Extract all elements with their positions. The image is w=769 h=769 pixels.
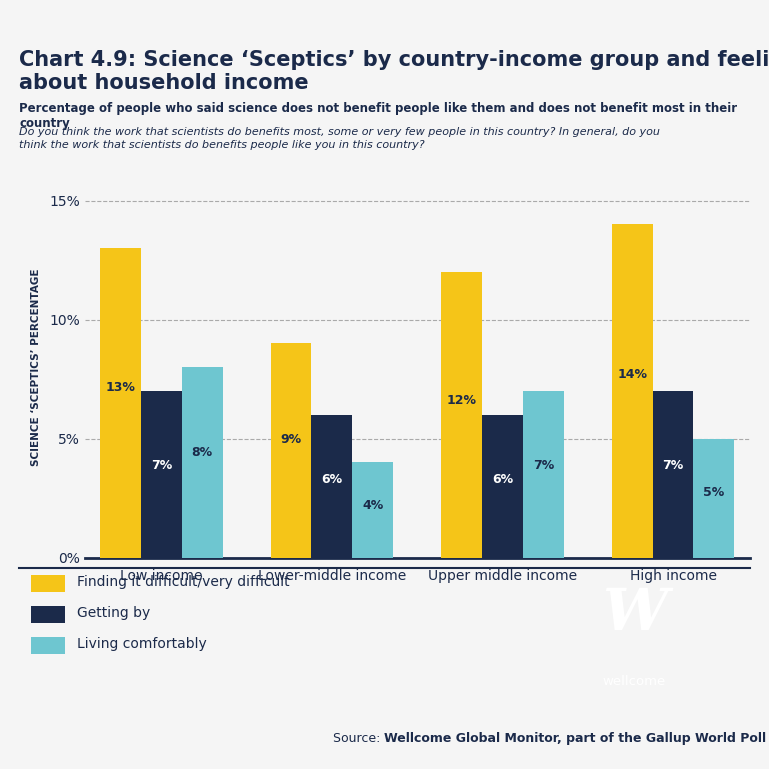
Text: 6%: 6% — [321, 472, 342, 485]
Text: Source:: Source: — [333, 732, 384, 744]
Bar — [141, 391, 181, 558]
Bar — [100, 248, 141, 558]
Text: wellcome: wellcome — [603, 674, 666, 687]
Text: Getting by: Getting by — [77, 606, 150, 620]
Text: 5%: 5% — [704, 485, 724, 498]
Text: Wellcome Global Monitor, part of the Gallup World Poll 2018: Wellcome Global Monitor, part of the Gal… — [384, 732, 769, 744]
Bar — [441, 272, 482, 558]
Text: Finding it difficult/very difficult: Finding it difficult/very difficult — [77, 575, 289, 589]
Bar — [271, 344, 311, 558]
Bar — [523, 391, 564, 558]
Bar — [311, 414, 352, 558]
Bar — [694, 438, 734, 558]
Text: Do you think the work that scientists do benefits most, some or very few people : Do you think the work that scientists do… — [19, 127, 660, 150]
Text: 7%: 7% — [151, 459, 172, 472]
Text: 7%: 7% — [533, 459, 554, 472]
Text: Living comfortably: Living comfortably — [77, 637, 207, 651]
Text: W: W — [601, 586, 667, 643]
Text: 13%: 13% — [105, 381, 135, 394]
Text: about household income: about household income — [19, 73, 309, 93]
Text: 12%: 12% — [447, 394, 477, 407]
Bar — [611, 225, 653, 558]
Text: 7%: 7% — [662, 459, 684, 472]
Text: 14%: 14% — [617, 368, 647, 381]
Text: 4%: 4% — [362, 498, 384, 511]
Bar — [653, 391, 694, 558]
Bar — [181, 367, 223, 558]
Bar — [482, 414, 523, 558]
Text: Chart 4.9: Science ‘Sceptics’ by country-income group and feelings: Chart 4.9: Science ‘Sceptics’ by country… — [19, 50, 769, 70]
Text: 9%: 9% — [281, 433, 301, 446]
Text: Percentage of people who said science does not benefit people like them and does: Percentage of people who said science do… — [19, 102, 737, 129]
Text: 8%: 8% — [191, 446, 213, 459]
Text: 6%: 6% — [492, 472, 513, 485]
Bar — [352, 462, 393, 558]
Y-axis label: SCIENCE ‘SCEPTICS’ PERCENTAGE: SCIENCE ‘SCEPTICS’ PERCENTAGE — [31, 268, 41, 466]
